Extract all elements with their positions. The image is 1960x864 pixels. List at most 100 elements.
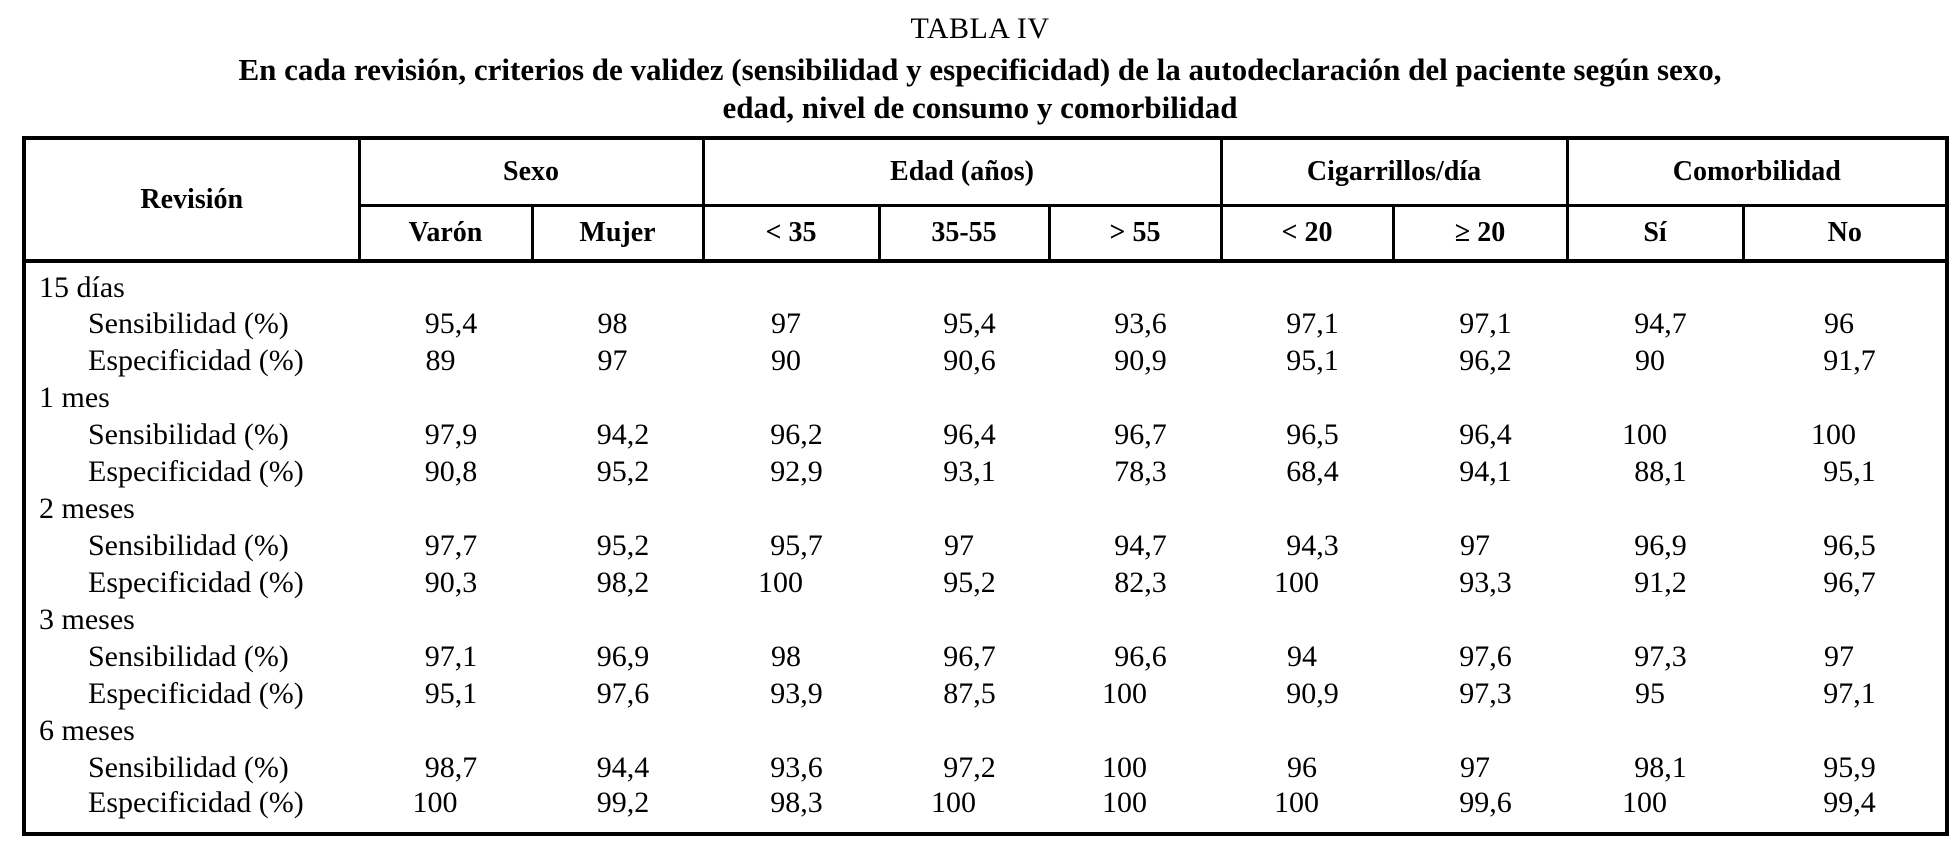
value-cell: 96,6 <box>1049 638 1221 675</box>
value-cell: 95,4 <box>359 305 532 342</box>
value-integer-part: 94 <box>596 750 627 784</box>
value-integer-part: 87 <box>943 676 974 710</box>
value-decimal-part: ,2 <box>1664 565 1687 599</box>
value-integer-part: 78 <box>1114 454 1145 488</box>
value-decimal-part: ,3 <box>1664 639 1687 673</box>
value-cell: 100 <box>703 564 879 601</box>
value-decimal-part: ,9 <box>1853 750 1876 784</box>
period-row: 3 meses <box>24 601 1947 638</box>
value-cell: 87,5 <box>879 675 1049 712</box>
value-integer-part: 97 <box>1286 306 1317 340</box>
value-integer-part: 90 <box>943 343 974 377</box>
value-integer-part: 94 <box>1286 528 1317 562</box>
value-decimal-part: ,2 <box>800 417 823 451</box>
value-integer-part: 94 <box>1634 306 1665 340</box>
value-cell: 96,5 <box>1221 416 1393 453</box>
value-integer-part: 97 <box>596 676 627 710</box>
value-cell: 97,7 <box>359 527 532 564</box>
table-caption: En cada revisión, criterios de validez (… <box>0 51 1960 127</box>
metric-label: Especificidad (%) <box>88 343 304 377</box>
value-integer-part: 96 <box>1114 417 1145 451</box>
value-decimal-part: ,1 <box>973 454 996 488</box>
metric-label: Especificidad (%) <box>88 454 304 488</box>
value-decimal-part: ,1 <box>1664 454 1687 488</box>
value-integer-part: 97 <box>1459 676 1490 710</box>
value-cell: 82,3 <box>1049 564 1221 601</box>
value-integer-part: 96 <box>596 639 627 673</box>
value-integer-part: 98 <box>596 565 627 599</box>
value-cell: 90,3 <box>359 564 532 601</box>
value-decimal-part: ,7 <box>1144 528 1167 562</box>
value-decimal-part: ,1 <box>454 676 478 710</box>
value-cell: 92,9 <box>703 453 879 490</box>
value-integer-part: 96 <box>1287 750 1318 784</box>
value-decimal-part: ,1 <box>1853 454 1876 488</box>
value-integer-part: 90 <box>1114 343 1145 377</box>
value-cell: 93,3 <box>1393 564 1567 601</box>
value-decimal-part: ,7 <box>800 528 823 562</box>
value-integer-part: 93 <box>770 750 801 784</box>
value-cell: 99,4 <box>1743 786 1947 834</box>
value-integer-part: 96 <box>1459 343 1490 377</box>
value-integer-part: 97 <box>1634 639 1665 673</box>
metric-row: Especificidad (%) 89 97 90 90,6 90,9 95,1 96,2 9… <box>24 342 1947 379</box>
period-label: 1 mes <box>39 380 110 414</box>
value-cell: 95,9 <box>1743 749 1947 786</box>
value-cell: 68,4 <box>1221 453 1393 490</box>
value-integer-part: 89 <box>425 343 456 377</box>
value-decimal-part: ,9 <box>1144 343 1167 377</box>
value-cell: 97,6 <box>532 675 703 712</box>
value-decimal-part: ,6 <box>1144 306 1167 340</box>
value-integer-part: 93 <box>1459 565 1490 599</box>
metric-label: Sensibilidad (%) <box>88 750 289 784</box>
value-integer-part: 100 <box>1622 417 1668 451</box>
value-cell: 93,6 <box>1049 305 1221 342</box>
value-cell: 96,7 <box>1049 416 1221 453</box>
value-decimal-part: ,6 <box>1489 786 1512 819</box>
period-label: 6 meses <box>39 713 135 747</box>
value-integer-part: 97 <box>944 528 974 562</box>
document-page: TABLA IV En cada revisión, criterios de … <box>0 12 1960 836</box>
value-cell: 98,3 <box>703 786 879 834</box>
metric-label: Sensibilidad (%) <box>88 528 289 562</box>
period-row: 15 días <box>24 261 1947 305</box>
value-cell: 90,6 <box>879 342 1049 379</box>
value-cell: 96,7 <box>879 638 1049 675</box>
value-cell: 97,2 <box>879 749 1049 786</box>
value-cell: 97,9 <box>359 416 532 453</box>
table-body: 15 días Sensibilidad (%) 95,4 98 97 95,4 93,6 9… <box>24 261 1947 834</box>
metric-row: Especificidad (%) 90,3 98,2 100 95,2 82,3 100 9… <box>24 564 1947 601</box>
value-integer-part: 97 <box>597 343 628 377</box>
value-decimal-part: ,6 <box>626 676 650 710</box>
value-integer-part: 94 <box>1114 528 1145 562</box>
metric-label: Especificidad (%) <box>88 676 304 710</box>
value-integer-part: 100 <box>1102 676 1148 710</box>
value-decimal-part: ,3 <box>454 565 478 599</box>
value-cell: 100 <box>1049 786 1221 834</box>
value-decimal-part: ,6 <box>973 343 996 377</box>
value-cell: 95 <box>1567 675 1743 712</box>
value-decimal-part: ,9 <box>800 676 823 710</box>
value-cell: 96,2 <box>1393 342 1567 379</box>
value-cell: 100 <box>359 786 532 834</box>
value-cell: 100 <box>1049 749 1221 786</box>
value-integer-part: 94 <box>1459 454 1490 488</box>
value-integer-part: 99 <box>596 786 627 819</box>
metric-row: Especificidad (%) 90,8 95,2 92,9 93,1 78,3 68,… <box>24 453 1947 490</box>
value-cell: 96,2 <box>703 416 879 453</box>
value-cell: 100 <box>879 786 1049 834</box>
metric-label: Especificidad (%) <box>88 565 304 599</box>
value-decimal-part: ,1 <box>1316 306 1339 340</box>
value-integer-part: 90 <box>1635 343 1666 377</box>
value-integer-part: 98 <box>597 306 628 340</box>
value-integer-part: 95 <box>424 306 455 340</box>
value-cell: 98 <box>703 638 879 675</box>
value-integer-part: 93 <box>770 676 801 710</box>
value-decimal-part: ,7 <box>1664 306 1687 340</box>
table-caption-line-1: En cada revisión, criterios de validez (… <box>238 52 1722 87</box>
value-integer-part: 93 <box>1114 306 1145 340</box>
value-cell: 97,1 <box>1743 675 1947 712</box>
value-integer-part: 96 <box>943 417 974 451</box>
value-decimal-part: ,9 <box>1316 676 1339 710</box>
value-cell: 95,1 <box>1743 453 1947 490</box>
